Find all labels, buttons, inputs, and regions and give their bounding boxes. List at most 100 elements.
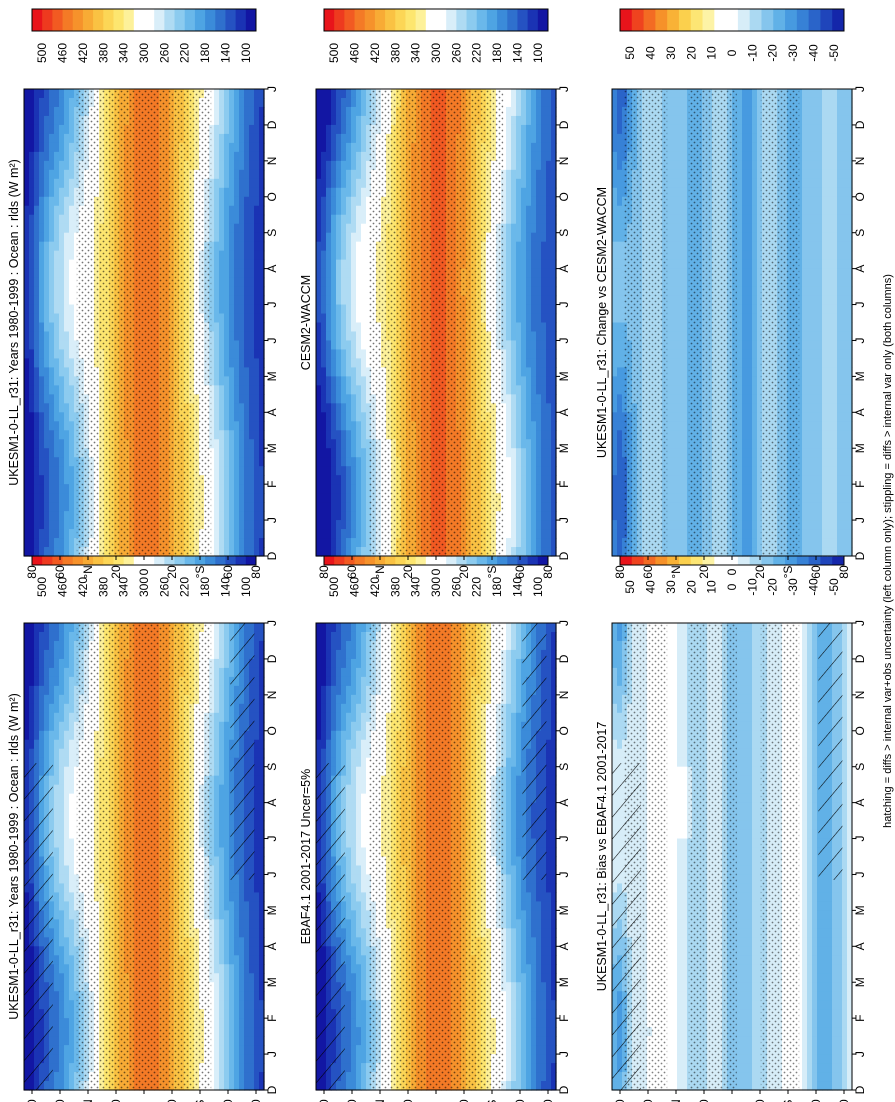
heatmap-cell (214, 892, 220, 902)
heatmap-cell (39, 685, 45, 696)
heatmap-cell (24, 412, 30, 422)
heatmap-cell (44, 385, 50, 395)
month-tick-label: J (265, 871, 279, 877)
heatmap-cell (54, 838, 60, 849)
heatmap-cell (54, 703, 60, 714)
heatmap-cell (69, 811, 75, 822)
heatmap-cell (224, 385, 230, 395)
heatmap-cell (64, 721, 70, 732)
heatmap-cell (224, 640, 230, 651)
heatmap-cell (39, 259, 45, 270)
heatmap-cell (224, 982, 230, 992)
heatmap-cell (44, 295, 50, 306)
heatmap-cell (219, 811, 225, 822)
heatmap-cell (64, 538, 70, 548)
heatmap-cell (214, 538, 220, 548)
heatmap-cell (234, 97, 240, 108)
heatmap-cell (224, 340, 230, 351)
heatmap-cell (259, 775, 265, 786)
heatmap-cell (214, 1072, 220, 1082)
heatmap-cell (249, 115, 255, 126)
heatmap-cell (64, 439, 70, 449)
heatmap-cell (64, 640, 70, 651)
heatmap-cell (59, 649, 65, 660)
heatmap-cell (244, 259, 250, 270)
heatmap-cell (69, 97, 75, 108)
heatmap-cell (39, 667, 45, 678)
heatmap-cell (219, 241, 225, 252)
heatmap-cell (214, 874, 220, 885)
heatmap-cell (64, 1063, 70, 1073)
heatmap-cell (49, 475, 55, 485)
heatmap-cell (219, 919, 225, 929)
heatmap-cell (54, 964, 60, 974)
heatmap-cell (259, 766, 265, 777)
heatmap-cell (259, 631, 265, 642)
heatmap-cell (214, 784, 220, 795)
heatmap-cell (219, 232, 225, 243)
heatmap-cell (24, 160, 30, 171)
heatmap-cell (214, 766, 220, 777)
heatmap-cell (219, 640, 225, 651)
heatmap-cell (54, 685, 60, 696)
heatmap-cell (239, 991, 245, 1001)
heatmap-cell (224, 793, 230, 804)
heatmap-cell (34, 502, 40, 512)
heatmap-cell (249, 349, 255, 360)
heatmap-cell (69, 919, 75, 929)
heatmap-cell (224, 349, 230, 360)
heatmap-cell (54, 547, 60, 557)
heatmap-cell (219, 439, 225, 449)
month-tick-label: S (265, 763, 279, 771)
heatmap-cell (69, 412, 75, 422)
heatmap-cell (259, 703, 265, 714)
heatmap-cell (39, 349, 45, 360)
heatmap-cell (249, 187, 255, 198)
heatmap-cell (234, 169, 240, 180)
heatmap-cell (209, 658, 215, 669)
heatmap-cell (249, 205, 255, 216)
heatmap-cell (44, 241, 50, 252)
stippling-overlay (76, 623, 212, 1090)
heatmap-cell (24, 631, 30, 642)
heatmap-cell (209, 340, 215, 351)
heatmap-cell (254, 856, 260, 867)
heatmap-cell (34, 658, 40, 669)
heatmap-cell (24, 313, 30, 324)
heatmap-cell (34, 448, 40, 458)
heatmap-cell (54, 205, 60, 216)
heatmap-cell (34, 115, 40, 126)
heatmap-cell (214, 685, 220, 696)
heatmap-cell (229, 205, 235, 216)
heatmap-cell (39, 277, 45, 288)
heatmap-cell (59, 658, 65, 669)
heatmap-cell (219, 295, 225, 306)
heatmap-cell (219, 667, 225, 678)
month-tick-label: D (265, 1085, 279, 1094)
heatmap-cell (209, 631, 215, 642)
heatmap-cell (239, 169, 245, 180)
heatmap-cell (64, 106, 70, 117)
month-tick-label: M (265, 977, 279, 987)
heatmap-cell (224, 955, 230, 965)
heatmap-cell (69, 829, 75, 840)
heatmap-cell (59, 1054, 65, 1064)
heatmap-cell (209, 124, 215, 135)
heatmap-cell (244, 322, 250, 333)
heatmap-cell (229, 358, 235, 368)
heatmap-cell (234, 493, 240, 503)
heatmap-cell (214, 847, 220, 858)
heatmap-cell (29, 241, 35, 252)
heatmap-cell (214, 838, 220, 849)
heatmap-cell (254, 1063, 260, 1073)
heatmap-cell (259, 712, 265, 723)
heatmap-cell (39, 160, 45, 171)
heatmap-cell (254, 973, 260, 983)
heatmap-cell (234, 973, 240, 983)
heatmap-cell (34, 623, 40, 633)
heatmap-cell (59, 268, 65, 279)
heatmap-cell (34, 631, 40, 642)
heatmap-cell (29, 667, 35, 678)
heatmap-cell (59, 676, 65, 687)
heatmap-cell (229, 412, 235, 422)
